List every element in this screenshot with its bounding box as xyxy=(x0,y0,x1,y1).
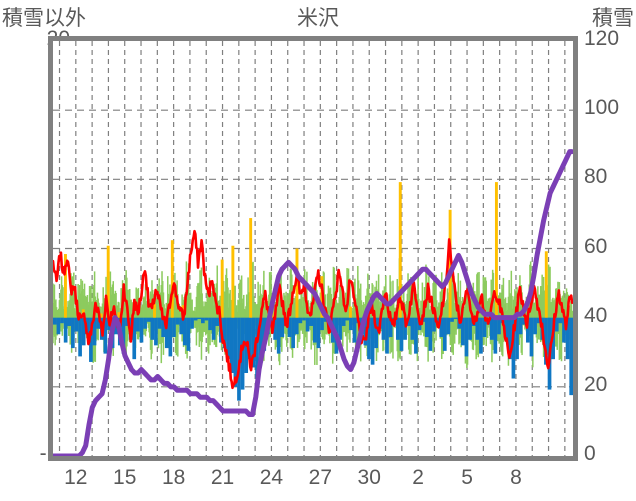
x-axis-tick: 8 xyxy=(510,466,522,489)
right-axis-tick: 40 xyxy=(584,303,608,327)
chart-title: 米沢 xyxy=(297,7,339,30)
x-axis-tick: 21 xyxy=(210,466,235,489)
x-axis-tick: 5 xyxy=(461,466,473,489)
right-axis-tick: 0 xyxy=(584,442,596,465)
x-axis-tick: 18 xyxy=(161,466,186,489)
right-axis-tick: 80 xyxy=(584,165,608,189)
left-axis-title: 積雪以外 xyxy=(2,7,86,30)
right-axis-tick: 120 xyxy=(584,27,620,50)
series-最高気温 xyxy=(53,229,573,390)
x-axis-tick: 12 xyxy=(64,466,88,489)
right-axis-tick: 60 xyxy=(584,234,608,258)
x-axis-tick: 15 xyxy=(113,466,137,489)
series-積雪深 xyxy=(53,149,573,456)
chart-canvas xyxy=(53,41,573,456)
x-axis-tick: 2 xyxy=(412,466,424,489)
right-axis-tick: 100 xyxy=(584,96,620,120)
x-axis-tick: 30 xyxy=(357,466,381,489)
plot-area xyxy=(53,41,573,456)
right-axis-tick: 20 xyxy=(584,372,608,396)
right-axis-title: 積雪 xyxy=(592,7,634,30)
x-axis-tick: 27 xyxy=(308,466,332,489)
x-axis-tick: 24 xyxy=(259,466,284,489)
